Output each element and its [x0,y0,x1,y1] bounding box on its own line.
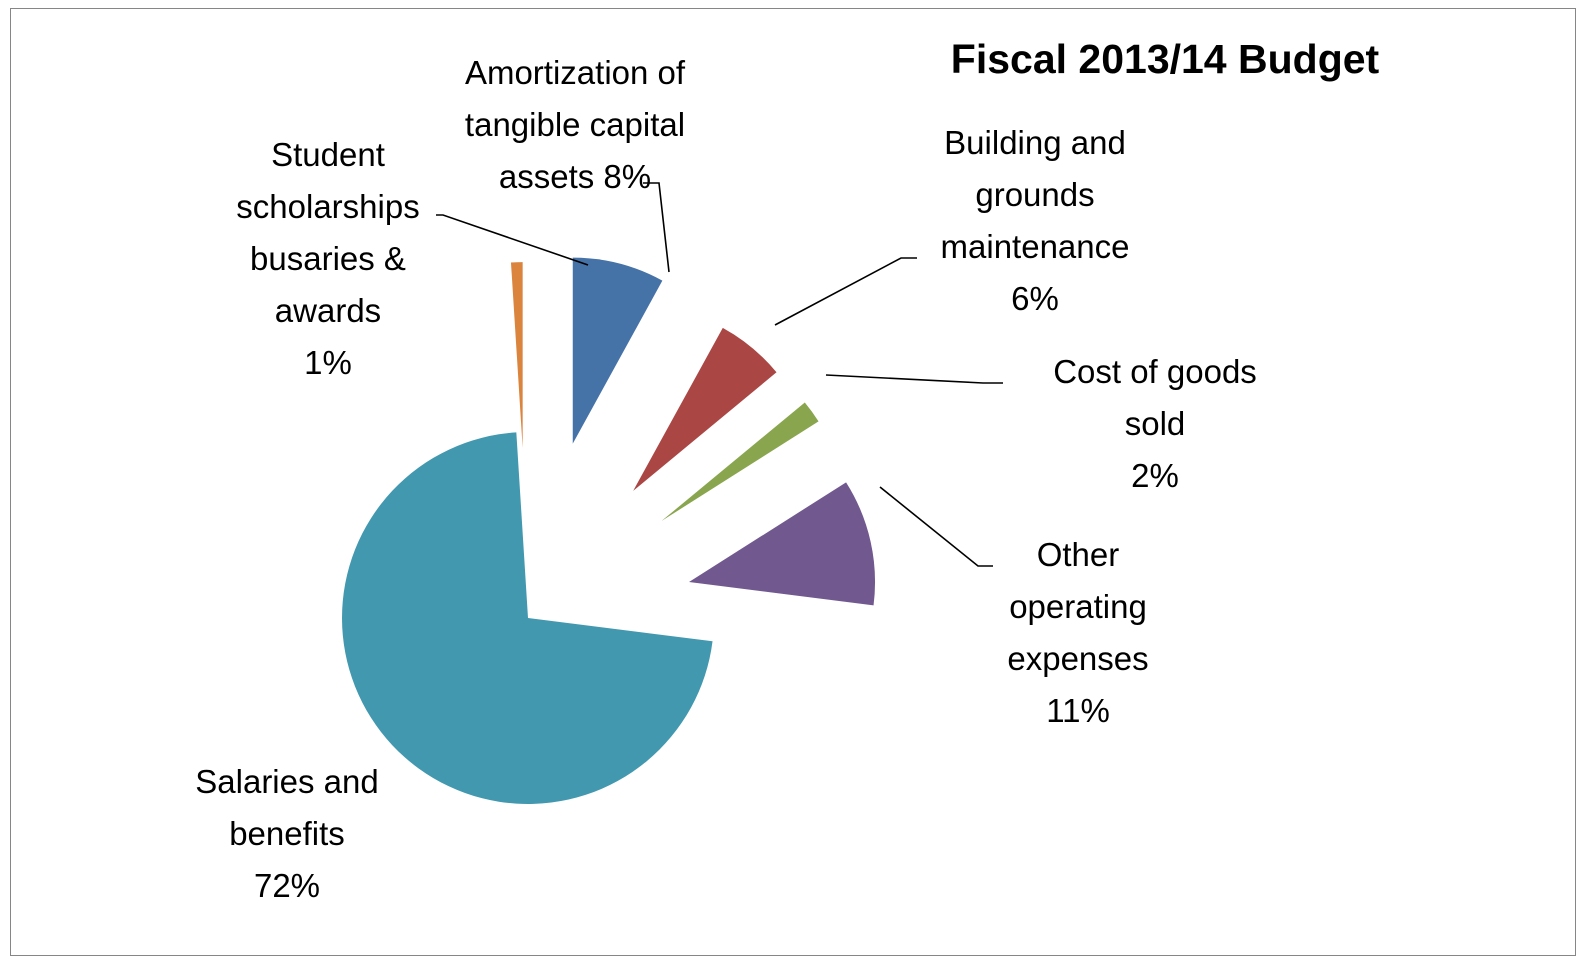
pie-slice-student-scholarships-busaries-awards [510,262,523,449]
slice-label-line: assets 8% [499,158,651,195]
leader-line-cost-of-goods-sold [825,374,1003,384]
slice-label-line: Amortization of [465,54,686,91]
slice-label-line: scholarships [236,188,419,225]
slice-label-line: expenses [1007,640,1148,677]
leader-lines [436,182,1003,567]
slice-label-line: tangible capital [465,106,685,143]
pie-slices [342,257,876,804]
slice-label-amortization-of-tangible-capital-assets: Amortization of tangible capital assets 8% [465,54,686,195]
slice-label-line: maintenance [941,228,1130,265]
slice-label-line: benefits [229,815,345,852]
leader-line-student-scholarships-busaries-awards [436,214,589,266]
slice-label-line: 72% [254,867,320,904]
pie-slice-salaries-and-benefits [342,432,713,804]
slice-label-line: Cost of goods [1053,353,1257,390]
chart-title: Fiscal 2013/14 Budget [951,36,1380,82]
slice-label-line: busaries & [250,240,406,277]
leader-line-other-operating-expenses [879,486,993,567]
slice-label-salaries-and-benefits: Salaries and benefits 72% [195,763,378,904]
slice-label-student-scholarships-busaries-awards: Student scholarships busaries & awards 1% [236,136,419,381]
slice-label-line: awards [275,292,381,329]
slice-label-line: 6% [1011,280,1059,317]
pie-slice-other-operating-expenses [689,482,876,606]
leader-line-building-and-grounds-maintenance [774,257,917,326]
slice-label-line: grounds [975,176,1094,213]
slice-label-line: Student [271,136,385,173]
slice-label-line: 2% [1131,457,1179,494]
pie-slice-cost-of-goods-sold [661,402,819,522]
slice-label-line: 1% [304,344,352,381]
slice-label-cost-of-goods-sold: Cost of goods sold 2% [1053,353,1257,494]
slice-label-other-operating-expenses: Other operating expenses 11% [1007,536,1148,729]
slice-labels: Amortization of tangible capital assets 8%… [195,54,1257,904]
leader-line-amortization-of-tangible-capital-assets [643,182,670,273]
pie-slice-amortization-of-tangible-capital-assets [572,257,663,444]
slice-label-line: Other [1037,536,1120,573]
slice-label-building-and-grounds-maintenance: Building and grounds maintenance 6% [941,124,1130,317]
slice-label-line: sold [1125,405,1186,442]
pie-slice-building-and-grounds-maintenance [633,327,777,491]
slice-label-line: Salaries and [195,763,378,800]
slice-label-line: 11% [1046,692,1110,729]
chart-frame [10,8,1576,956]
slice-label-line: operating [1009,588,1147,625]
slice-label-line: Building and [944,124,1126,161]
